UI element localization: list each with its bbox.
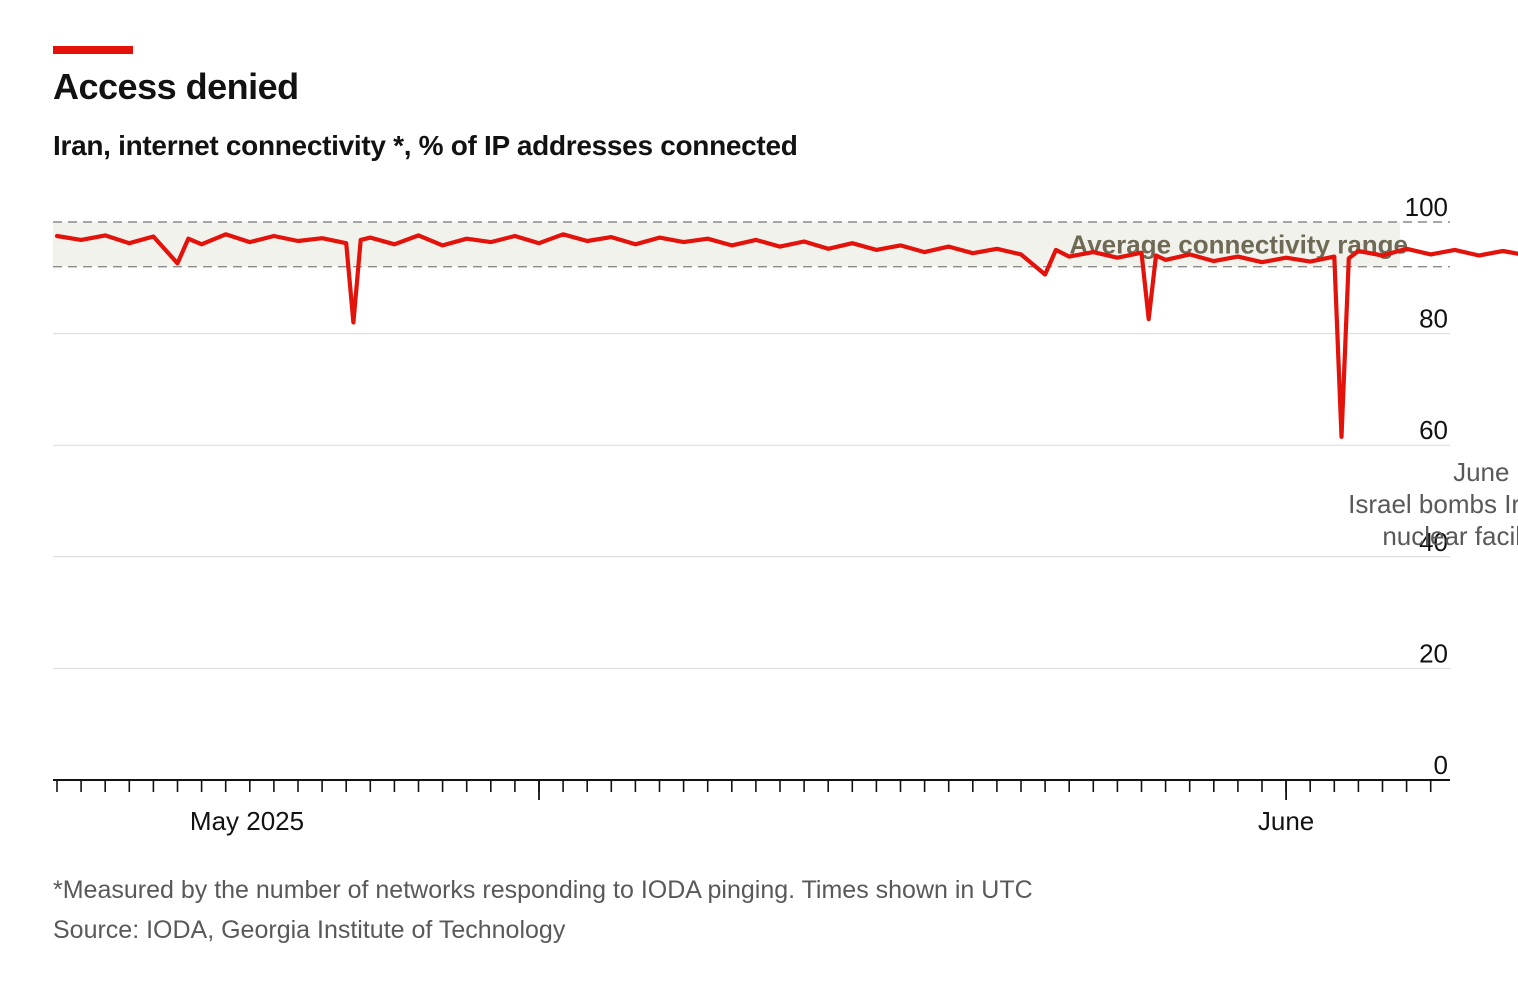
annotation-text: nuclear facilities — [1382, 521, 1518, 551]
x-tick-label: June — [1258, 806, 1314, 836]
connectivity-series-line — [54, 232, 1518, 439]
y-tick-label: 80 — [1419, 304, 1448, 334]
chart-subtitle: Iran, internet connectivity *, % of IP a… — [53, 130, 798, 161]
x-tick-label: May 2025 — [190, 806, 304, 836]
accent-bar — [53, 46, 133, 54]
y-tick-label: 20 — [1419, 638, 1448, 668]
y-tick-label: 40 — [1419, 527, 1448, 557]
y-tick-label: 0 — [1434, 750, 1448, 780]
y-tick-label: 100 — [1405, 192, 1448, 222]
chart-title: Access denied — [53, 66, 299, 107]
y-tick-label: 60 — [1419, 415, 1448, 445]
annotation-text: Israel bombs Iran’s — [1348, 489, 1518, 519]
source-note: Source: IODA, Georgia Institute of Techn… — [53, 916, 566, 944]
annotation-text: June 13th — [1453, 457, 1518, 487]
footnote: *Measured by the number of networks resp… — [53, 876, 1033, 904]
